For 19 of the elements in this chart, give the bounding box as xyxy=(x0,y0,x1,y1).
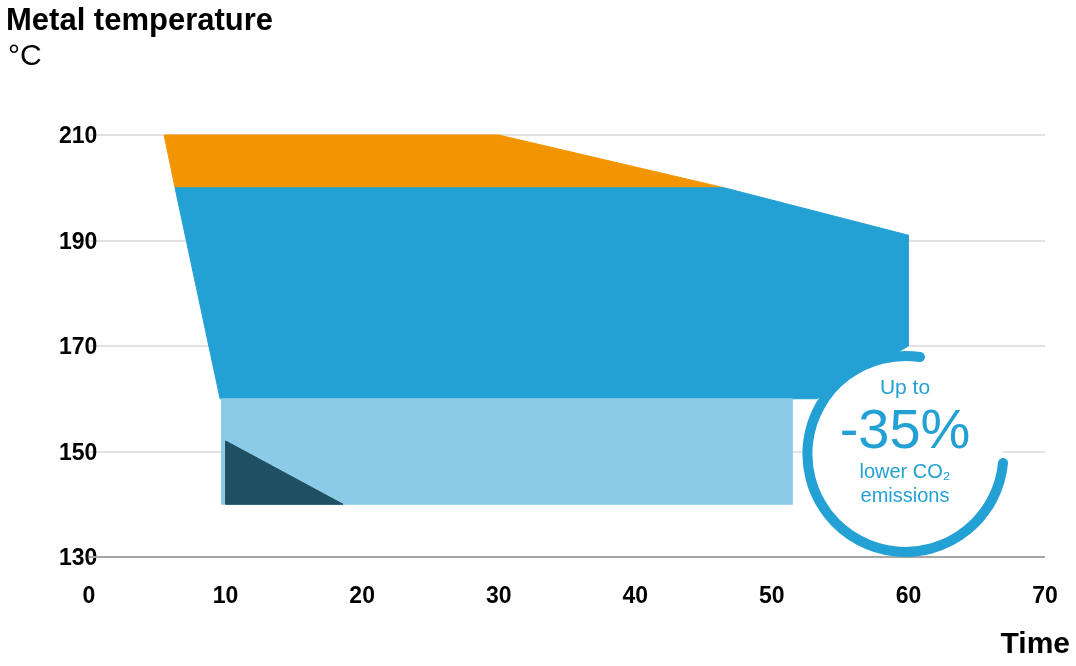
x-tick-label: 0 xyxy=(82,581,96,608)
x-axis-title: Time xyxy=(1000,626,1070,660)
y-tick-label: 170 xyxy=(59,333,98,359)
x-tick-label: 60 xyxy=(895,581,922,608)
y-tick-label: 190 xyxy=(59,227,98,254)
x-tick-label: 70 xyxy=(1032,581,1058,608)
chart-title: Metal temperature xyxy=(6,2,274,38)
x-tick-label: 50 xyxy=(759,581,785,608)
y-tick-label: 130 xyxy=(59,544,98,570)
x-tick-label: 30 xyxy=(485,581,512,608)
x-tick-label: 40 xyxy=(622,581,649,608)
x-tick-label: 20 xyxy=(349,581,375,608)
annotation: lower CO₂ emissions xyxy=(858,459,952,507)
y-tick-label: 210 xyxy=(59,122,98,148)
x-tick-label: 10 xyxy=(212,581,239,608)
annotation: -35% xyxy=(838,397,972,460)
y-tick-label: 150 xyxy=(59,438,98,465)
y-axis-title: °C xyxy=(8,38,42,72)
annotation: Up to xyxy=(878,375,932,399)
